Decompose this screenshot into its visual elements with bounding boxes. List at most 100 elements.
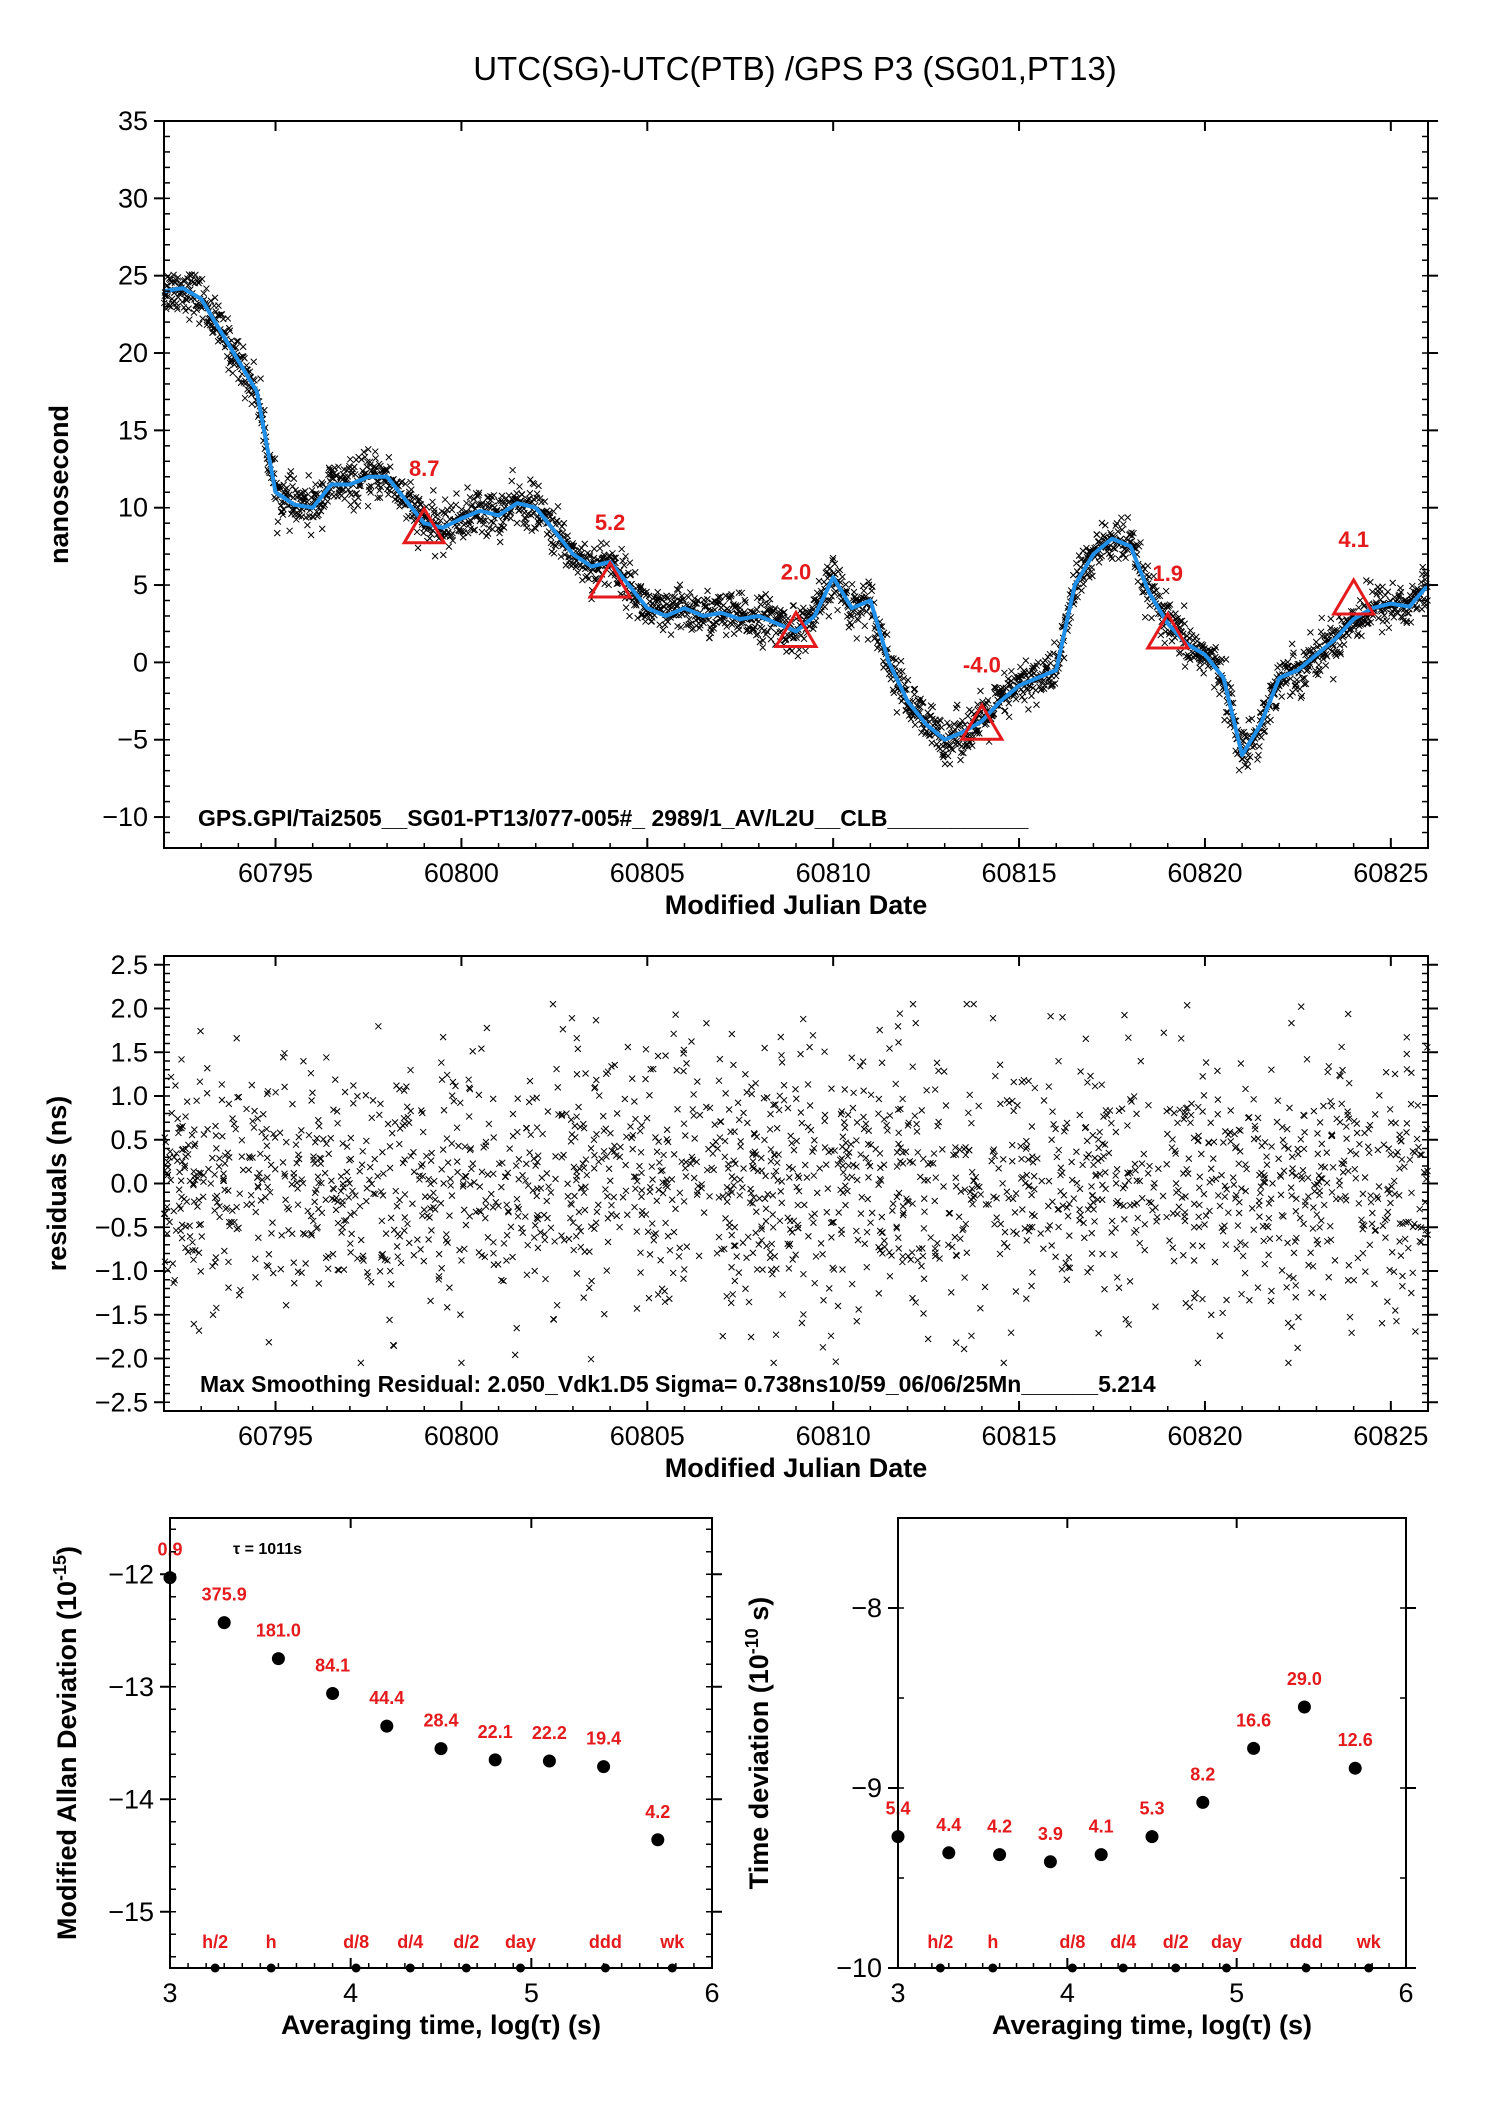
residual-point <box>281 1049 288 1057</box>
measurement-point <box>439 551 447 559</box>
residual-point <box>1338 1160 1345 1167</box>
residual-point <box>893 1149 901 1156</box>
measurement-point <box>217 311 225 318</box>
measurement-point <box>1389 579 1397 587</box>
residual-point <box>1187 1111 1195 1119</box>
residual-point <box>1310 1107 1318 1115</box>
residual-point <box>1003 1243 1011 1251</box>
measurement-point <box>226 327 234 335</box>
residual-point <box>572 1232 580 1240</box>
residual-point <box>1268 1287 1275 1295</box>
residual-point <box>831 1147 839 1154</box>
residual-point <box>1401 1163 1408 1171</box>
measurement-point <box>1327 624 1334 632</box>
residual-point <box>927 1234 935 1241</box>
residual-point <box>1404 1244 1412 1252</box>
residual-point <box>1103 1111 1111 1119</box>
residual-point <box>1379 1222 1387 1230</box>
residual-point <box>856 1062 864 1070</box>
residual-point <box>1384 1185 1392 1193</box>
residual-point <box>264 1263 272 1270</box>
x-axis-label: Modified Julian Date <box>665 890 928 920</box>
residual-point <box>1355 1200 1363 1207</box>
measurement-point <box>677 623 685 631</box>
measurement-point <box>561 551 569 559</box>
residual-point <box>1044 1202 1052 1210</box>
residual-point <box>339 1201 346 1208</box>
residual-point <box>1403 1050 1411 1058</box>
residual-point <box>1136 1239 1144 1247</box>
residual-point <box>310 1153 317 1161</box>
residual-point <box>1328 1188 1336 1196</box>
residual-point <box>594 1201 602 1209</box>
measurement-point <box>790 634 798 642</box>
residual-point <box>437 1199 445 1207</box>
measurement-point <box>741 596 749 604</box>
residual-point <box>754 1167 762 1175</box>
measurement-point <box>441 496 449 503</box>
residual-point <box>1008 1157 1016 1165</box>
residual-point <box>1269 1180 1276 1187</box>
residual-point <box>423 1152 430 1160</box>
residual-point <box>1028 1223 1036 1231</box>
residual-point <box>378 1254 385 1261</box>
measurement-point <box>676 597 683 605</box>
residual-point <box>1221 1182 1229 1190</box>
residual-point <box>1190 1257 1198 1264</box>
residual-point <box>1192 1289 1200 1297</box>
residual-point <box>1408 1189 1415 1197</box>
measurement-point <box>382 465 390 473</box>
residual-point <box>664 1232 672 1240</box>
residual-point <box>855 1306 863 1313</box>
residual-point <box>350 1082 357 1089</box>
residual-point <box>393 1243 401 1250</box>
residual-point <box>670 1030 678 1038</box>
residual-point <box>914 1256 922 1264</box>
measurement-point <box>1244 757 1251 765</box>
measurement-point <box>1307 629 1314 636</box>
residual-point <box>805 1232 812 1240</box>
residual-point <box>245 1153 253 1160</box>
residual-point <box>843 1174 850 1182</box>
residual-point <box>490 1261 498 1269</box>
residual-point <box>225 1258 232 1266</box>
residual-point <box>827 1147 835 1154</box>
residual-point <box>1023 1171 1031 1179</box>
measurement-point <box>872 634 879 641</box>
residual-point <box>1382 1068 1390 1076</box>
residual-point <box>185 1141 192 1149</box>
measurement-point <box>248 400 256 408</box>
measurement-point <box>182 307 189 315</box>
residual-point <box>1309 1225 1317 1232</box>
residual-point <box>489 1095 497 1103</box>
measurement-point <box>950 720 958 728</box>
residual-point <box>1237 1127 1244 1135</box>
residual-point <box>792 1251 800 1259</box>
measurement-point <box>342 476 350 484</box>
residual-point <box>311 1198 319 1206</box>
y-tick-label: 1.0 <box>110 1081 148 1111</box>
residual-point <box>1131 1160 1139 1168</box>
residual-point <box>680 1275 687 1283</box>
residual-point <box>236 1190 244 1198</box>
measurement-point <box>373 477 381 485</box>
residual-point <box>1264 1223 1272 1231</box>
residual-point <box>1018 1078 1026 1086</box>
residual-point <box>1361 1174 1369 1181</box>
residual-point <box>639 1207 646 1215</box>
residual-point <box>567 1214 574 1222</box>
measurement-point <box>200 289 208 297</box>
residual-point <box>269 1219 276 1226</box>
residual-point <box>1268 1066 1275 1074</box>
residual-point <box>1064 1212 1072 1220</box>
residual-point <box>1121 1011 1128 1019</box>
residual-point <box>844 1152 852 1160</box>
residual-point <box>1052 1253 1059 1261</box>
measurement-point <box>1300 680 1308 688</box>
measurement-point <box>984 696 992 704</box>
residual-point <box>745 1298 753 1306</box>
residual-point <box>1189 1242 1197 1249</box>
residual-point <box>916 1173 924 1181</box>
residual-point <box>1345 1079 1353 1087</box>
residual-point <box>845 1162 852 1170</box>
